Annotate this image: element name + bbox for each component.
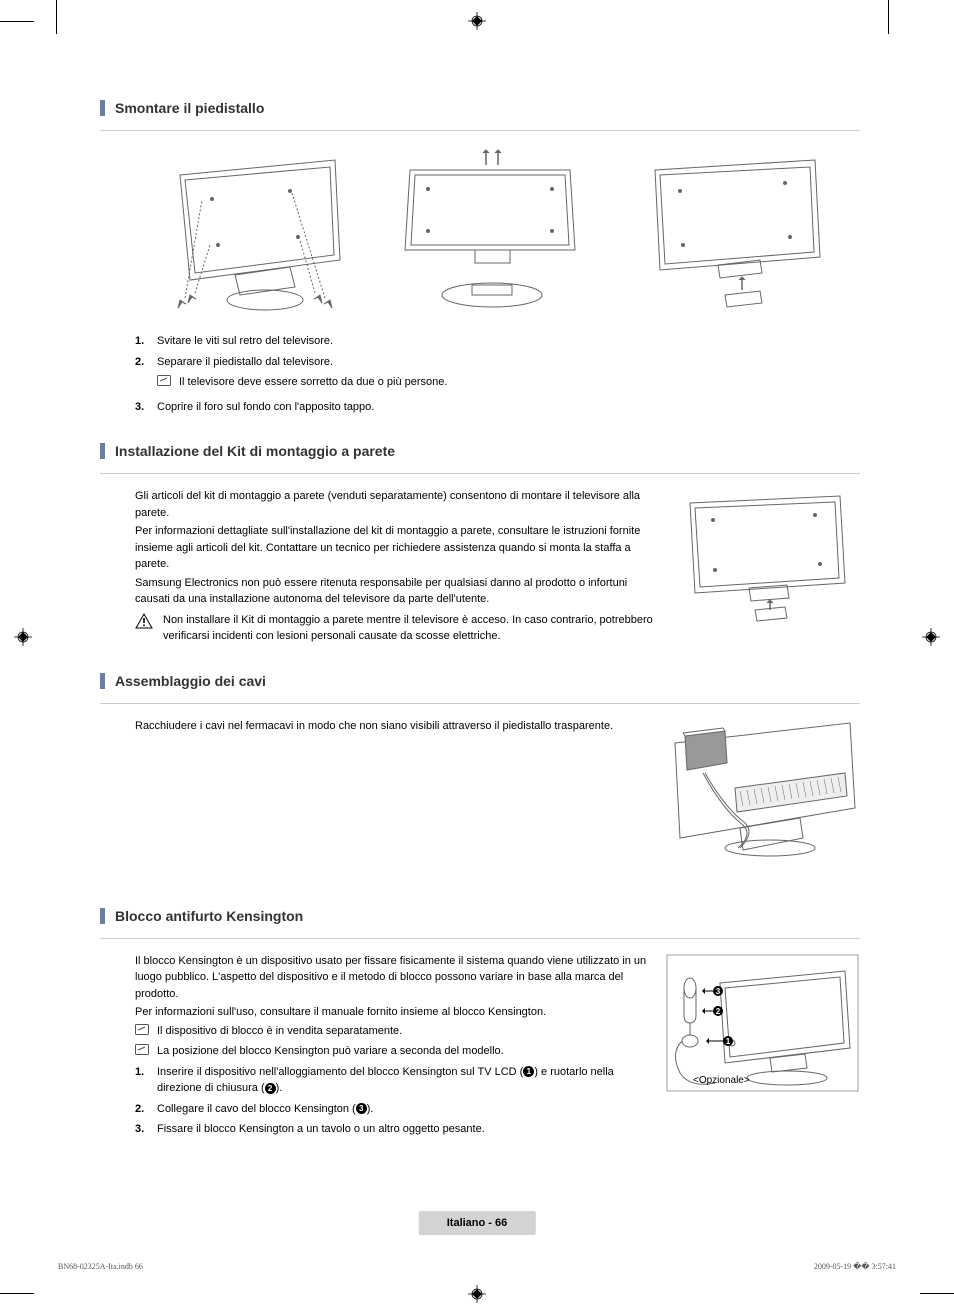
registration-mark-left: [14, 628, 32, 646]
list-number: 3.: [135, 1121, 157, 1138]
section-rule: [100, 473, 860, 474]
list-item: 1. Svitare le viti sul retro del televis…: [135, 333, 860, 350]
section-title: Installazione del Kit di montaggio a par…: [115, 443, 395, 459]
section-title: Assemblaggio dei cavi: [115, 673, 266, 689]
section-title: Smontare il piedistallo: [115, 100, 264, 116]
callout-1: 1: [523, 1066, 534, 1077]
figure-tv-unscrew: [140, 145, 360, 315]
list-item: 2. Separare il piedistallo dal televisor…: [135, 354, 860, 395]
registration-mark-top: [468, 12, 486, 30]
figure-wall-mount: [665, 488, 860, 628]
page-content: Smontare il piedistallo: [100, 100, 860, 1170]
svg-text:1: 1: [726, 1037, 731, 1046]
note-icon: [135, 1023, 157, 1040]
list-text: Collegare il cavo del blocco Kensington …: [157, 1101, 373, 1118]
ordered-list: 1. Svitare le viti sul retro del televis…: [135, 333, 860, 415]
paragraph: Racchiudere i cavi nel fermacavi in modo…: [135, 718, 653, 735]
warning-text: Non installare il Kit di montaggio a par…: [163, 612, 653, 645]
list-number: 3.: [135, 399, 157, 416]
section-assemblaggio: Assemblaggio dei cavi Racchiudere i cavi…: [100, 673, 860, 858]
list-number: 1.: [135, 1064, 157, 1097]
list-text: Fissare il blocco Kensington a un tavolo…: [157, 1121, 485, 1138]
crop-line: [0, 21, 34, 22]
section-kensington: Blocco antifurto Kensington Il blocco Ke…: [100, 908, 860, 1142]
figure-row: [140, 145, 840, 315]
list-number: 2.: [135, 354, 157, 395]
list-item: 3. Fissare il blocco Kensington a un tav…: [135, 1121, 653, 1138]
crop-line: [888, 0, 889, 34]
section-accent-bar: [100, 443, 105, 459]
section-rule: [100, 130, 860, 131]
optional-label: <Opzionale>: [693, 1075, 750, 1086]
list-text: Svitare le viti sul retro del televisore…: [157, 333, 333, 350]
crop-line: [920, 1293, 954, 1294]
paragraph: Samsung Electronics non può essere riten…: [135, 575, 653, 608]
section-installazione: Installazione del Kit di montaggio a par…: [100, 443, 860, 645]
list-text: Coprire il foro sul fondo con l'apposito…: [157, 399, 374, 416]
note-text: La posizione del blocco Kensington può v…: [157, 1043, 504, 1060]
paragraph: Il blocco Kensington è un dispositivo us…: [135, 953, 653, 1003]
callout-2: 2: [265, 1083, 276, 1094]
section-accent-bar: [100, 100, 105, 116]
list-number: 1.: [135, 333, 157, 350]
paragraph: Gli articoli del kit di montaggio a pare…: [135, 488, 653, 521]
page-number-badge: Italiano - 66: [419, 1211, 536, 1235]
section-title: Blocco antifurto Kensington: [115, 908, 303, 924]
note-icon: [157, 374, 179, 391]
list-item: 1. Inserire il dispositivo nell'alloggia…: [135, 1064, 653, 1097]
list-number: 2.: [135, 1101, 157, 1118]
svg-text:2: 2: [716, 1007, 721, 1016]
svg-text:3: 3: [716, 987, 721, 996]
figure-tv-separate: [380, 145, 600, 315]
callout-3: 3: [356, 1103, 367, 1114]
section-rule: [100, 938, 860, 939]
paragraph: Per informazioni dettagliate sull'instal…: [135, 523, 653, 573]
section-accent-bar: [100, 908, 105, 924]
section-accent-bar: [100, 673, 105, 689]
note-text: Il televisore deve essere sorretto da du…: [179, 374, 447, 391]
ordered-list: 1. Inserire il dispositivo nell'alloggia…: [135, 1064, 653, 1138]
section-rule: [100, 703, 860, 704]
print-footer-right: 2009-05-19 �� 3:57:41: [814, 1262, 896, 1271]
crop-line: [0, 1293, 34, 1294]
list-item: 3. Coprire il foro sul fondo con l'appos…: [135, 399, 860, 416]
list-text: Separare il piedistallo dal televisore.: [157, 356, 333, 368]
registration-mark-bottom: [468, 1285, 486, 1303]
section-smontare: Smontare il piedistallo: [100, 100, 860, 415]
print-footer-left: BN68-02325A-Ita.indb 66: [58, 1262, 143, 1271]
figure-cable-assembly: [665, 718, 860, 858]
figure-tv-cap: [620, 145, 840, 315]
note-icon: [135, 1043, 157, 1060]
paragraph: Per informazioni sull'uso, consultare il…: [135, 1004, 653, 1021]
crop-line: [56, 0, 57, 34]
list-text: Inserire il dispositivo nell'alloggiamen…: [157, 1064, 653, 1097]
registration-mark-right: [922, 628, 940, 646]
warning-icon: [135, 612, 163, 645]
list-item: 2. Collegare il cavo del blocco Kensingt…: [135, 1101, 653, 1118]
note-text: Il dispositivo di blocco è in vendita se…: [157, 1023, 402, 1040]
warning-row: Non installare il Kit di montaggio a par…: [135, 612, 653, 645]
